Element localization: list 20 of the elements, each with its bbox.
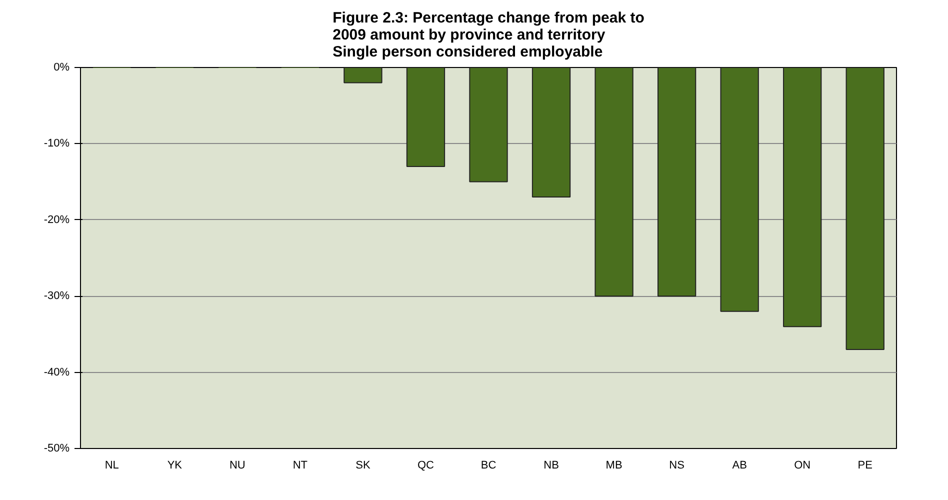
x-tick-label: QC: [417, 460, 434, 472]
y-tick-label: -40%: [44, 366, 70, 378]
chart-title: Figure 2.3: Percentage change from peak to 2009 amount by province and territory Single person considered employable: [332, 10, 644, 60]
x-tick-label: AB: [732, 460, 747, 472]
y-tick-label: 0%: [54, 62, 70, 74]
x-tick-label: NU: [229, 460, 246, 472]
x-tick-label: NB: [544, 460, 559, 472]
x-tick-label: NS: [669, 460, 684, 472]
x-tick-label: SK: [356, 460, 371, 472]
x-tick-label: YK: [167, 460, 183, 472]
x-tick-label: PE: [858, 460, 872, 472]
x-tick-label: BC: [480, 460, 496, 472]
x-tick-label: NL: [104, 460, 119, 472]
y-tick-label: -50%: [44, 442, 70, 454]
y-tick-label: -30%: [44, 290, 70, 302]
y-tick-label: -10%: [44, 138, 70, 150]
y-tick-label: -20%: [44, 214, 70, 226]
x-tick-label: MB: [606, 460, 622, 472]
x-tick-label: NT: [292, 460, 308, 472]
x-tick-label: ON: [794, 460, 811, 472]
